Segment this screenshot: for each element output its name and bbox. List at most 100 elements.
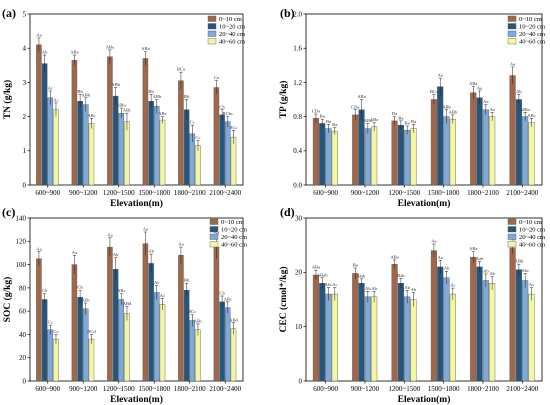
significance-label: ABb bbox=[152, 94, 161, 99]
significance-label: Ac bbox=[48, 85, 53, 90]
bar bbox=[230, 328, 237, 382]
bar bbox=[159, 303, 166, 382]
y-tick-label: 2.0 bbox=[293, 10, 302, 18]
bar bbox=[331, 293, 338, 382]
x-tick-label: 900~1200 bbox=[351, 189, 380, 197]
significance-label: ABb bbox=[448, 109, 457, 114]
significance-label: Aa bbox=[483, 99, 488, 104]
y-axis-label: TN (g/kg) bbox=[2, 80, 13, 119]
bar bbox=[358, 283, 365, 382]
legend-swatch bbox=[209, 241, 219, 248]
significance-label: Ac bbox=[160, 293, 165, 298]
panel-letter: (c) bbox=[2, 205, 15, 219]
x-tick-label: 1500~1800 bbox=[138, 385, 170, 393]
x-tick-label: 600~900 bbox=[313, 189, 338, 197]
x-tick-label: 600~900 bbox=[35, 189, 60, 197]
significance-label: Ab bbox=[516, 89, 522, 94]
x-tick-label: 2100~2400 bbox=[209, 189, 241, 197]
legend-label: 20~40 cm bbox=[519, 234, 545, 241]
legend-swatch bbox=[209, 233, 219, 240]
significance-label: Cc bbox=[48, 320, 53, 325]
significance-label: Aa bbox=[431, 239, 436, 244]
x-axis-label: Elevation(m) bbox=[398, 394, 451, 405]
bar bbox=[178, 80, 184, 186]
panel-letter: (b) bbox=[280, 6, 295, 20]
significance-label: Cc bbox=[53, 329, 58, 334]
significance-label: BCd bbox=[87, 329, 96, 334]
legend-swatch bbox=[209, 218, 219, 225]
bar bbox=[410, 299, 417, 382]
y-tick-label: 0 bbox=[23, 377, 27, 385]
bar bbox=[509, 247, 516, 382]
bar bbox=[528, 122, 535, 186]
chart-panel-1: 012345600~900AaAbAcAc900~1200ABaBbABbABc… bbox=[2, 6, 245, 209]
y-tick-label: 20 bbox=[19, 354, 27, 362]
bar bbox=[312, 274, 319, 382]
significance-label: Ba bbox=[326, 119, 331, 124]
plot-frame bbox=[29, 217, 244, 382]
significance-label: Aa bbox=[36, 246, 41, 251]
x-tick-label: 900~1200 bbox=[69, 189, 98, 197]
legend-swatch bbox=[507, 226, 517, 233]
bar bbox=[148, 101, 154, 186]
significance-label: ABc bbox=[82, 297, 90, 302]
y-tick-label: 0 bbox=[299, 377, 303, 385]
bar bbox=[142, 58, 149, 186]
bar bbox=[331, 130, 338, 186]
bar bbox=[47, 97, 54, 186]
bar bbox=[325, 128, 332, 186]
y-tick-label: 3 bbox=[23, 79, 27, 87]
plot-frame bbox=[305, 217, 543, 382]
significance-label: ABab bbox=[317, 272, 328, 277]
bar bbox=[476, 266, 483, 382]
significance-label: ABbc bbox=[520, 107, 531, 112]
significance-label: Aa bbox=[72, 250, 77, 255]
bar bbox=[178, 255, 184, 382]
significance-label: ABb bbox=[442, 104, 451, 109]
bar bbox=[352, 114, 359, 186]
x-tick-label: 1500~1800 bbox=[428, 189, 460, 197]
x-tick-label: 2100~2400 bbox=[506, 189, 538, 197]
significance-label: ABa bbox=[469, 246, 477, 251]
significance-label: ABc bbox=[158, 111, 166, 116]
bar bbox=[230, 136, 237, 186]
significance-label: Bb bbox=[184, 278, 190, 283]
significance-label: Ac bbox=[450, 283, 455, 288]
bar bbox=[71, 59, 78, 186]
bar bbox=[77, 101, 83, 186]
panel-letter: (d) bbox=[280, 205, 295, 219]
y-tick-label: 0.0 bbox=[293, 181, 302, 189]
bar bbox=[397, 124, 404, 186]
significance-label: Aa bbox=[510, 62, 515, 67]
y-tick-label: 120 bbox=[16, 238, 27, 246]
legend-label: 20~40 cm bbox=[519, 31, 545, 38]
significance-label: Ab bbox=[489, 271, 495, 276]
x-tick-label: 900~1200 bbox=[69, 385, 98, 393]
x-tick-label: 600~900 bbox=[35, 385, 60, 393]
x-tick-label: 900~1200 bbox=[351, 385, 380, 393]
y-tick-label: 0 bbox=[23, 181, 27, 189]
significance-label: Ac bbox=[154, 280, 159, 285]
bar bbox=[107, 246, 113, 382]
significance-label: Aab bbox=[476, 256, 484, 261]
significance-label: ABc bbox=[194, 318, 202, 323]
bar bbox=[437, 86, 444, 186]
significance-label: Ba bbox=[405, 121, 410, 126]
significance-label: ABc bbox=[87, 113, 95, 118]
significance-label: Aa bbox=[178, 242, 183, 247]
significance-label: Cb bbox=[219, 104, 225, 109]
bar bbox=[319, 123, 326, 186]
significance-label: ABa bbox=[390, 254, 398, 259]
x-axis-label: Elevation(m) bbox=[110, 394, 163, 405]
x-tick-label: 600~900 bbox=[313, 385, 338, 393]
y-axis-label: TP (g/kg) bbox=[278, 81, 289, 119]
significance-label: BCa bbox=[177, 67, 185, 72]
significance-label: Ba bbox=[332, 122, 337, 127]
bar bbox=[515, 269, 522, 382]
x-axis-label: Elevation(m) bbox=[110, 198, 163, 209]
legend-swatch bbox=[507, 30, 517, 37]
significance-label: Ab bbox=[365, 286, 371, 291]
y-tick-label: 100 bbox=[16, 261, 27, 269]
